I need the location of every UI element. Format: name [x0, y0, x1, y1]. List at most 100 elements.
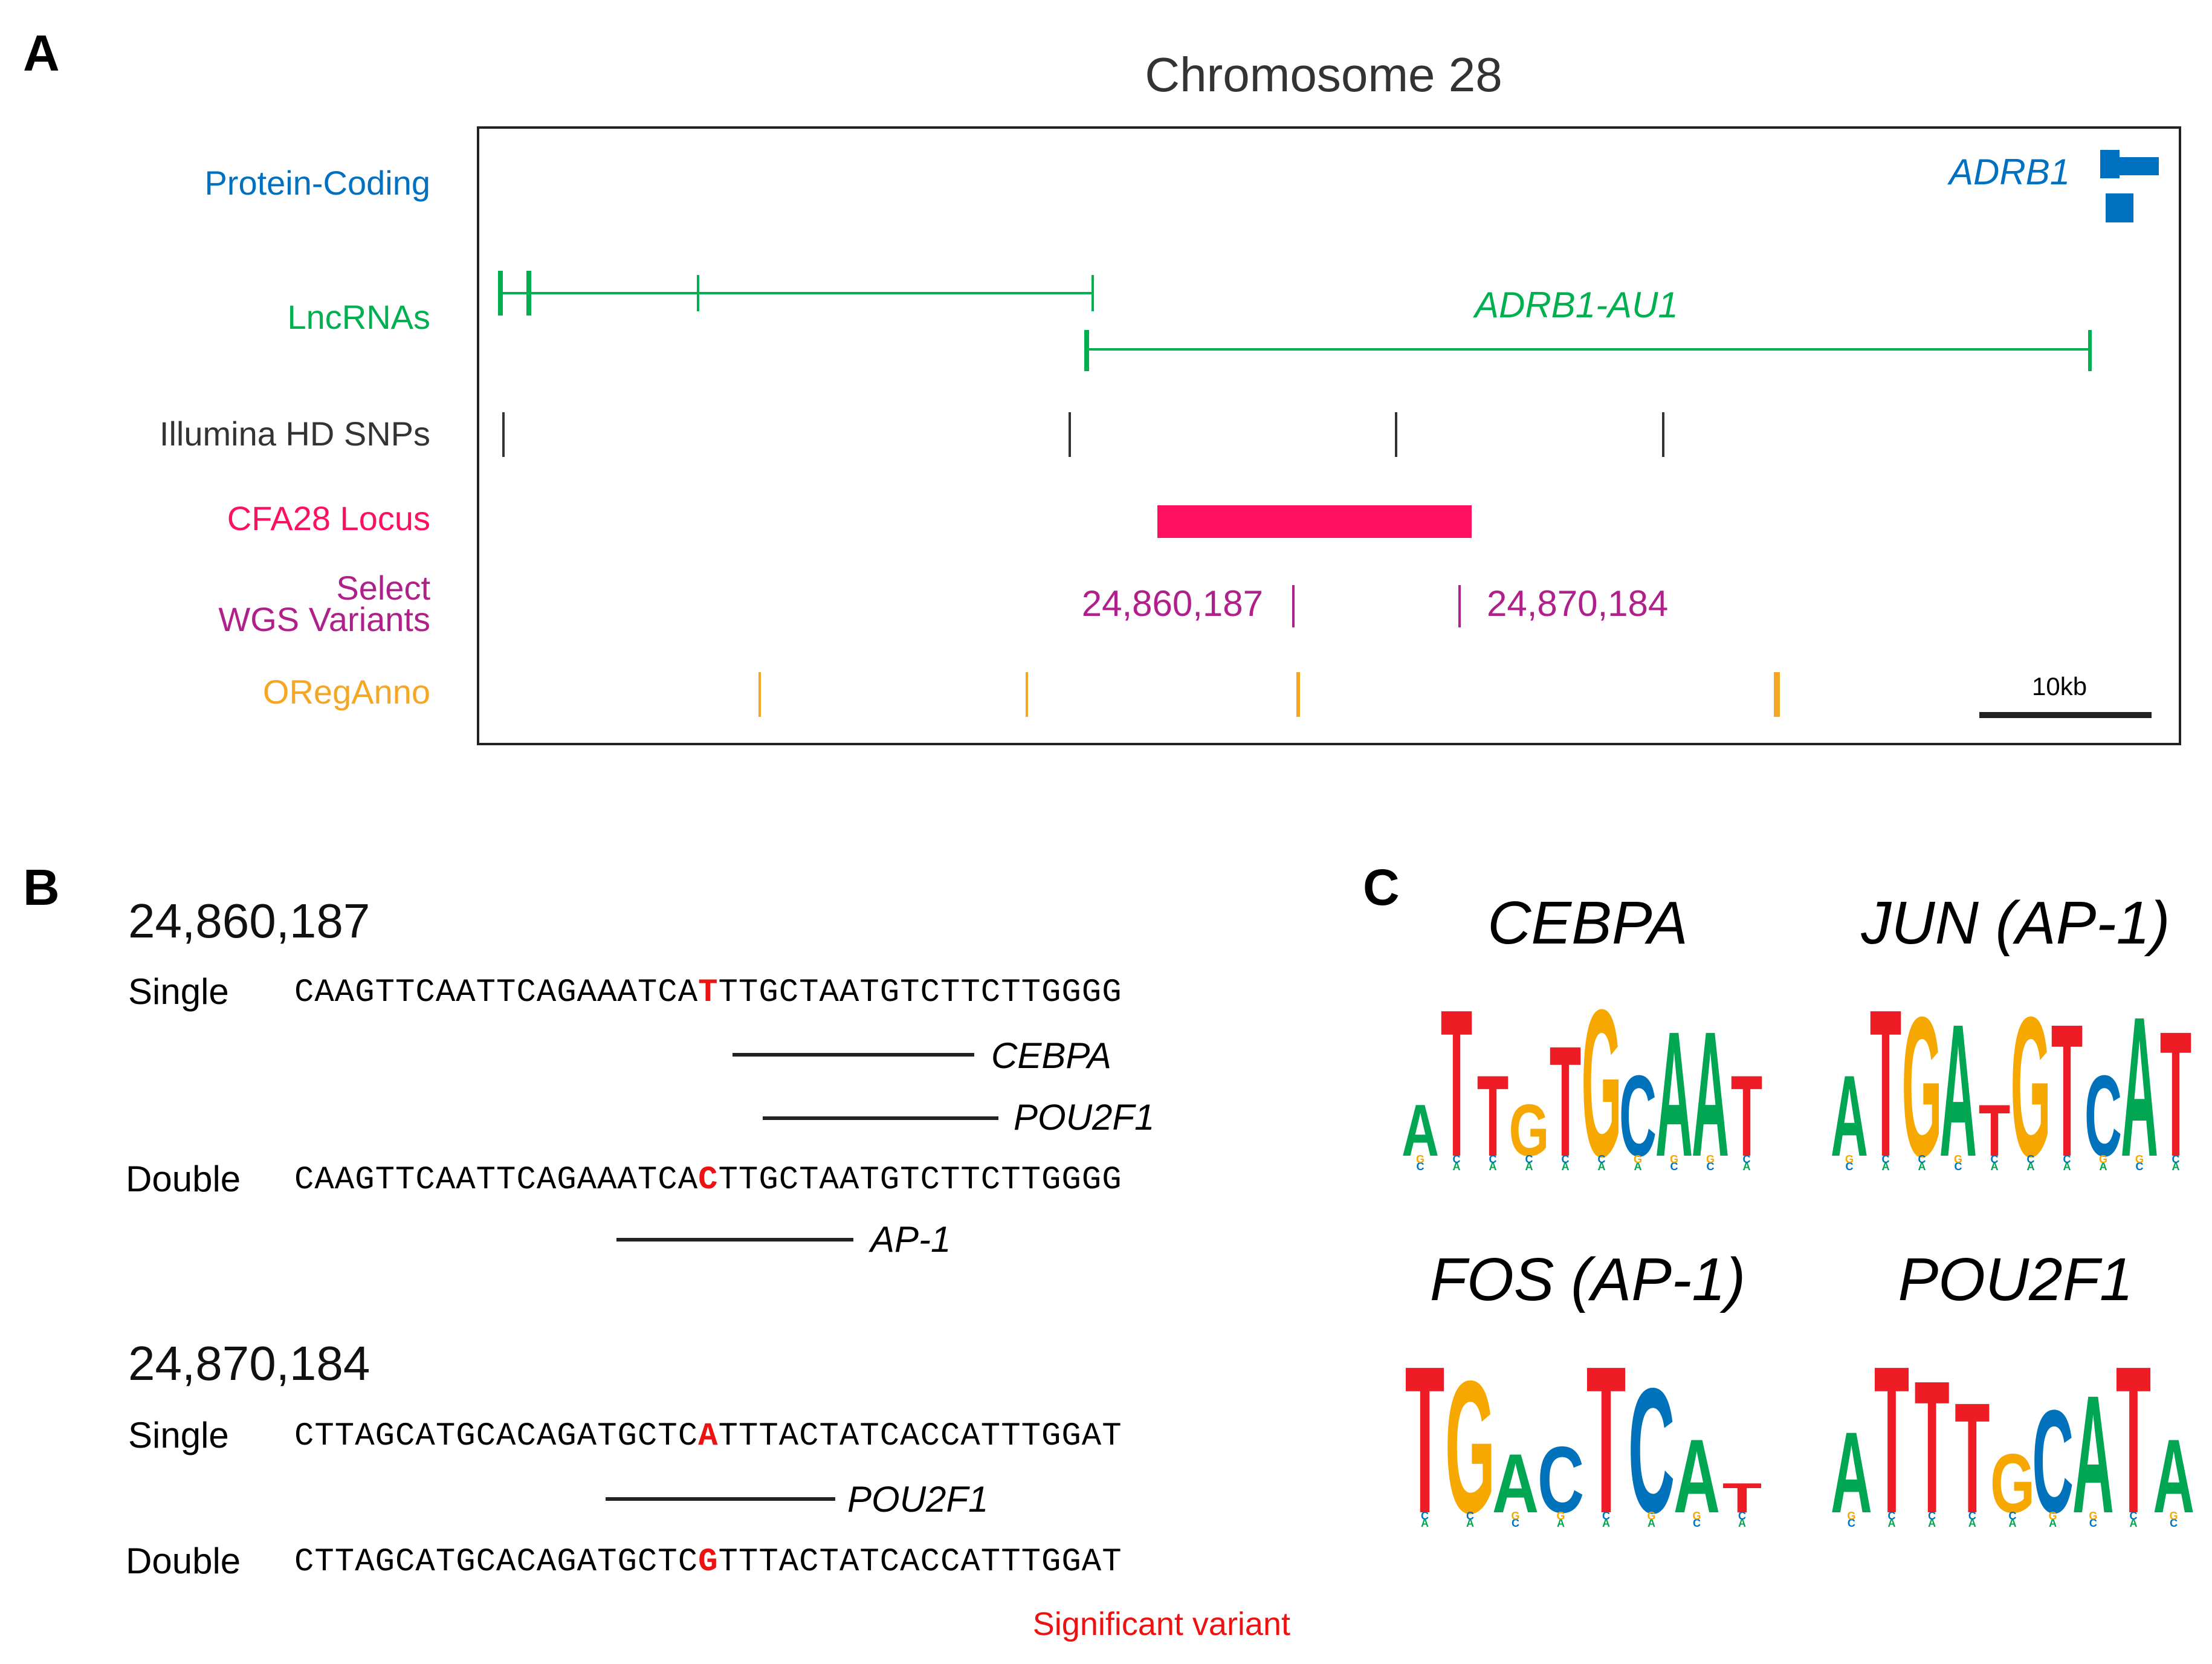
oreganno-ticks [758, 672, 1780, 717]
snp-ticks [502, 412, 1664, 457]
gene-label-adrb1: ADRB1 [1949, 152, 2071, 192]
track-label-lncrnas: LncRNAs [287, 298, 430, 336]
logo-minor-letter-a: A [2130, 1517, 2138, 1529]
logo-minor-letter-g: G [2049, 1510, 2057, 1522]
logo-minor-letter-a: A [1525, 1161, 1533, 1173]
logo-minor-letter-a: A [1602, 1517, 1610, 1529]
variant2-tf-pou2f1: POU2F1 [847, 1479, 989, 1520]
logo-letter-a: A [1831, 1052, 1868, 1180]
logo-letter-a: A [2072, 1361, 2114, 1547]
panel-b-letter: B [23, 859, 60, 916]
wgs-variant-label-left: 24,860,187 [1081, 583, 1263, 624]
logo-minor-letter-c: C [1466, 1510, 1474, 1522]
logo-letter-t: T [1955, 1370, 1990, 1546]
logo-minor-letter-g: G [2099, 1153, 2107, 1165]
track-label-oreganno: ORegAnno [262, 673, 430, 711]
chromosome-title: Chromosome 28 [1145, 48, 1502, 102]
variant2-double-label: Double [126, 1541, 241, 1581]
logo-minor-letter-c: C [2027, 1153, 2035, 1165]
motif-title-fos: FOS (AP-1) [1429, 1246, 1746, 1313]
variant1-tf-pou2f1: POU2F1 [1014, 1097, 1155, 1138]
sequence-logo-jun: ACG TAC GAC ACG TAC GAC TAC CAG ACG TAC [1831, 1003, 2191, 1191]
logo-minor-letter-a: A [2027, 1161, 2035, 1173]
track-label-wgs-line2: WGS Variants [218, 600, 430, 638]
logo-letter-g: G [1990, 1437, 2035, 1530]
logo-minor-letter-c: C [1848, 1517, 1855, 1529]
logo-letter-a: A [1831, 1408, 1872, 1537]
logo-minor-letter-a: A [1928, 1517, 1936, 1529]
variant1-single-label: Single [128, 971, 229, 1012]
variant1-tf-cebpa: CEBPA [991, 1035, 1111, 1076]
logo-letter-c: C [1628, 1360, 1675, 1547]
logo-minor-letter-a: A [1598, 1161, 1606, 1173]
logo-minor-letter-a: A [1918, 1161, 1926, 1173]
logo-letter-c: C [1538, 1428, 1584, 1533]
logo-letter-t: T [1979, 1090, 2010, 1171]
logo-letter-t: T [2160, 1003, 2191, 1191]
variant2-single-label: Single [128, 1415, 229, 1455]
logo-minor-letter-c: C [1955, 1161, 1962, 1173]
logo-minor-letter-c: C [1707, 1161, 1715, 1173]
logo-minor-letter-a: A [1421, 1517, 1429, 1529]
panel-a-letter: A [23, 25, 60, 82]
logo-minor-letter-a: A [2100, 1161, 2107, 1173]
sequence-logo-cebpa: ACG TAC TAC GAC TAC GAC CAG ACG ACG TAC [1402, 1003, 1762, 1191]
logo-letter-t: T [1441, 1003, 1472, 1191]
logo-minor-letter-c: C [2063, 1153, 2071, 1165]
logo-minor-letter-a: A [1991, 1161, 1999, 1173]
logo-letter-a: A [1692, 1003, 1729, 1191]
variant1-single-sequence: CAAGTTCAATTCAGAAATCATTTGCTAATGTCTTCTTGGG… [294, 974, 1122, 1011]
sequence-logo-pou2f1: ACG TAC TAC TAC GAC CAG ACG TAC ACG [1831, 1360, 2194, 1547]
logo-letter-g: G [1902, 1003, 1942, 1191]
logo-minor-letter-g: G [1416, 1153, 1425, 1165]
logo-minor-letter-g: G [1670, 1153, 1678, 1165]
logo-letter-a: A [1674, 1417, 1720, 1535]
lncrna-transcript-1 [498, 271, 1094, 316]
logo-letter-g: G [2011, 1003, 2051, 1191]
logo-minor-letter-a: A [1634, 1161, 1642, 1173]
logo-minor-letter-c: C [1743, 1153, 1751, 1165]
track-label-protein-coding: Protein-Coding [204, 164, 430, 202]
lncrna-transcript-adrb1-au1 [1084, 330, 2092, 371]
logo-minor-letter-g: G [1847, 1510, 1855, 1522]
variant1-double-base: C [698, 1162, 719, 1199]
logo-letter-t: T [2051, 1003, 2083, 1191]
logo-minor-letter-g: G [2170, 1510, 2178, 1522]
logo-letter-g: G [1582, 1003, 1622, 1191]
logo-letter-c: C [2032, 1380, 2074, 1544]
logo-minor-letter-a: A [2049, 1517, 2057, 1529]
logo-minor-letter-c: C [2009, 1510, 2017, 1522]
logo-minor-letter-c: C [1991, 1153, 1999, 1165]
logo-letter-c: C [1619, 1052, 1657, 1180]
logo-minor-letter-a: A [1738, 1517, 1746, 1529]
logo-minor-letter-g: G [1845, 1153, 1854, 1165]
logo-minor-letter-c: C [1512, 1517, 1519, 1529]
variant1-double-label: Double [126, 1159, 241, 1199]
cfa28-locus-bar [1157, 505, 1472, 538]
logo-letter-a: A [2121, 1003, 2158, 1191]
logo-letter-a: A [1492, 1437, 1539, 1531]
logo-minor-letter-c: C [1888, 1510, 1896, 1522]
logo-minor-letter-c: C [2136, 1161, 2144, 1173]
logo-minor-letter-c: C [1738, 1510, 1746, 1522]
logo-minor-letter-a: A [1882, 1161, 1890, 1173]
logo-letter-t: T [1586, 1360, 1626, 1547]
logo-minor-letter-c: C [1918, 1153, 1926, 1165]
adrb1-gene-icon [2100, 150, 2159, 222]
logo-minor-letter-a: A [1743, 1161, 1751, 1173]
gene-label-adrb1-au1: ADRB1-AU1 [1475, 285, 1678, 325]
logo-minor-letter-a: A [1453, 1161, 1461, 1173]
logo-minor-letter-c: C [2130, 1510, 2138, 1522]
variant1-tf-ap1: AP-1 [870, 1219, 951, 1260]
logo-letter-t: T [1405, 1360, 1444, 1547]
logo-minor-letter-a: A [1648, 1517, 1655, 1529]
logo-minor-letter-c: C [2172, 1153, 2180, 1165]
logo-letter-a: A [2153, 1417, 2194, 1535]
logo-minor-letter-a: A [2063, 1161, 2071, 1173]
wgs-variant-label-right: 24,870,184 [1487, 583, 1669, 624]
logo-letter-a: A [1655, 1003, 1693, 1191]
logo-minor-letter-c: C [1421, 1510, 1429, 1522]
variant1-position: 24,860,187 [128, 894, 370, 948]
browser-frame [477, 126, 2181, 745]
